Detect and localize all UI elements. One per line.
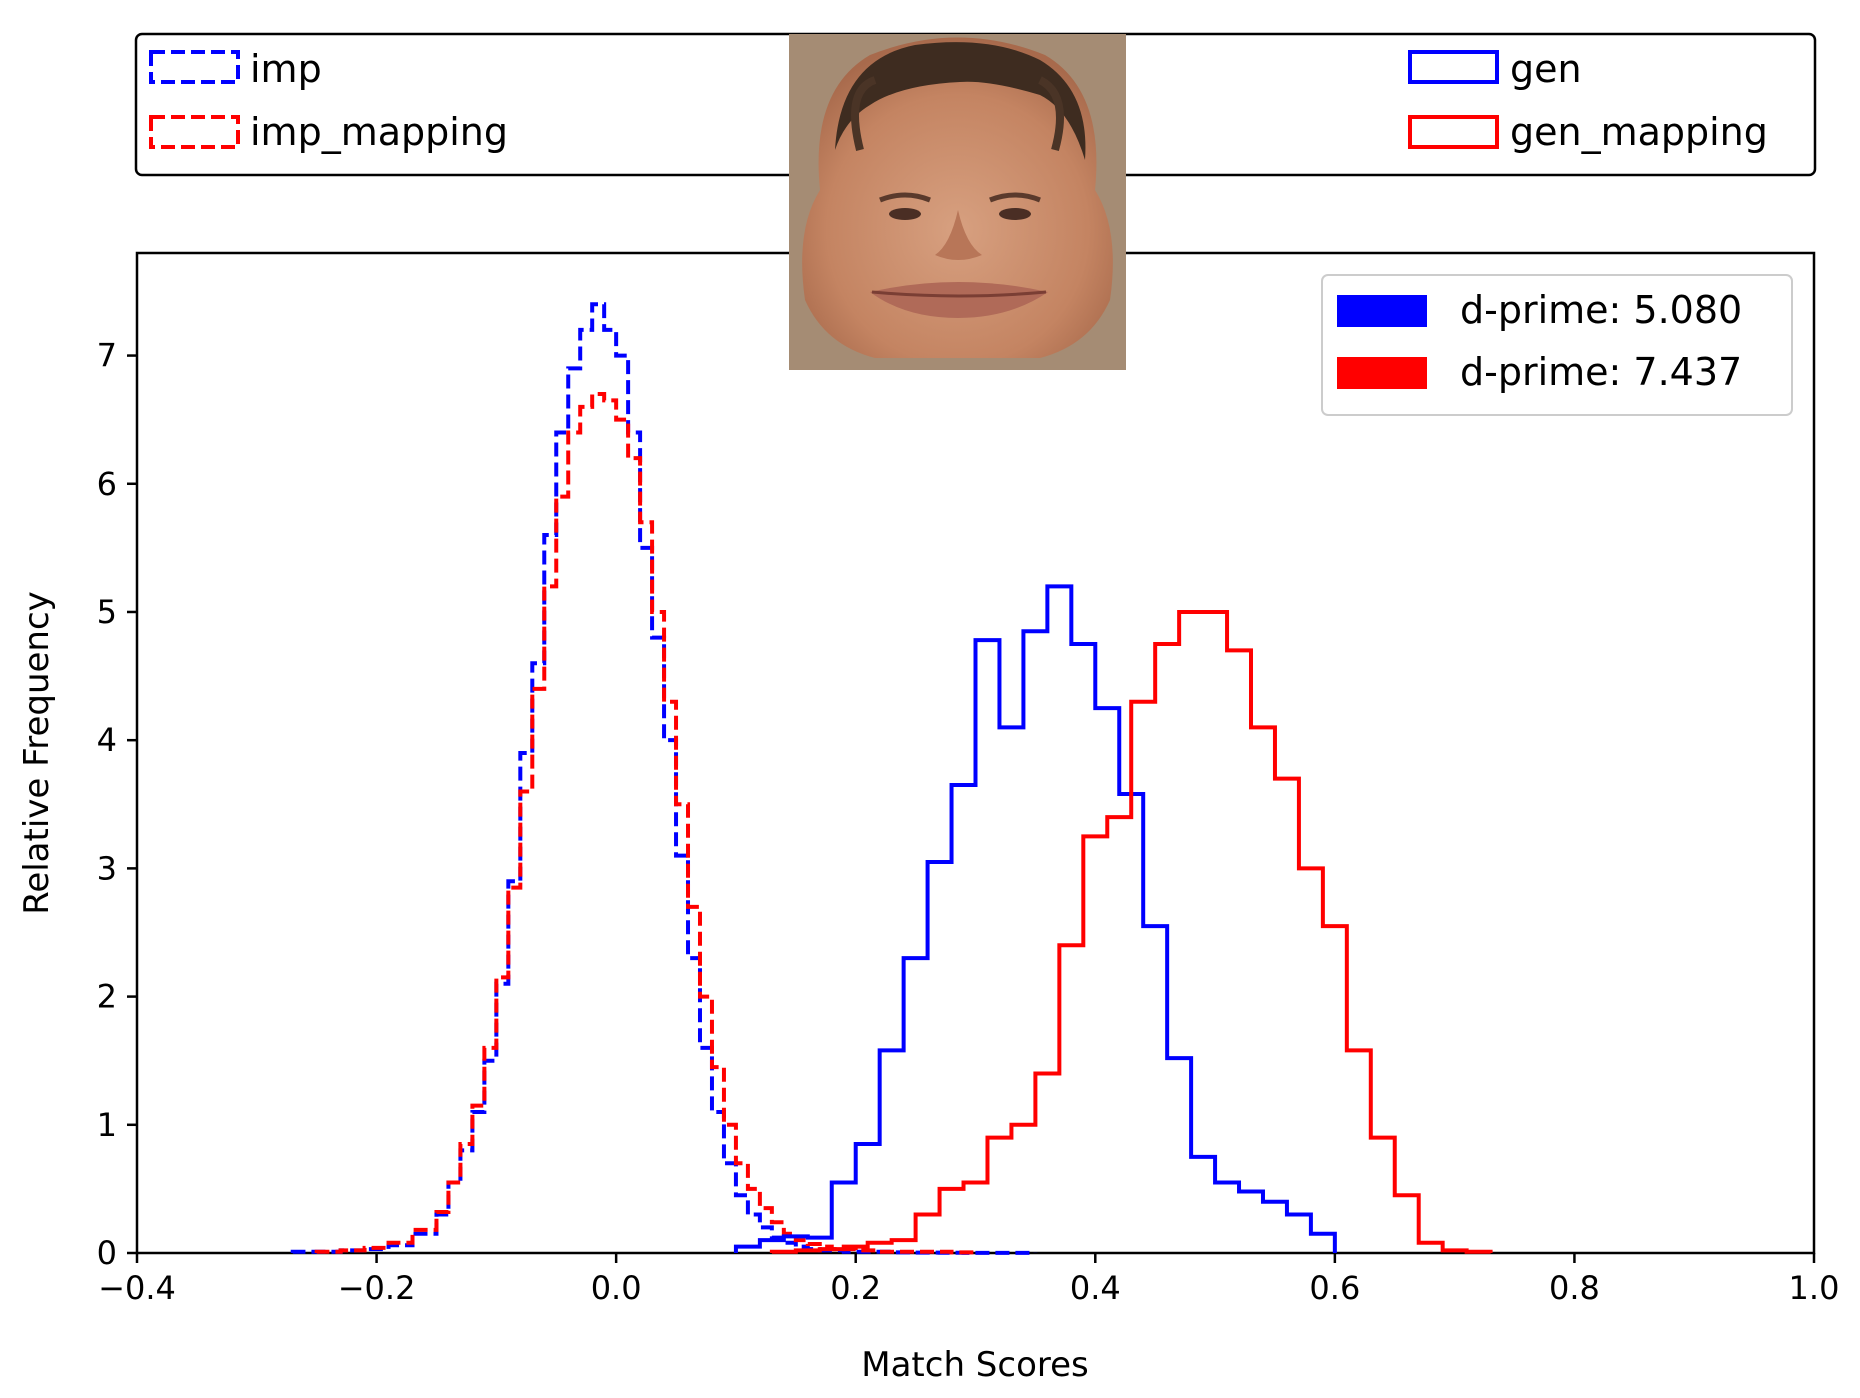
legend-label-gen: gen [1510,47,1582,91]
legend-label-gen-mapping: gen_mapping [1510,110,1768,154]
y-tick-label: 5 [97,593,117,631]
y-tick-label: 7 [97,337,117,375]
y-tick-label: 3 [97,849,117,887]
x-axis-label: Match Scores [861,1345,1089,1385]
series-gen-mapping [769,609,1493,1254]
y-tick-label: 1 [97,1106,117,1144]
x-tick-label: 0.8 [1549,1269,1600,1307]
legend-label-imp: imp [250,47,322,91]
legend-swatch-gen [1408,50,1499,84]
y-axis-label: Relative Frequency [17,591,57,915]
legend-swatch-gen-mapping [1408,115,1499,149]
y-tick-label: 6 [97,465,117,503]
x-ticks: −0.4 −0.2 0.0 0.2 0.4 0.6 0.8 1.0 [98,1253,1839,1307]
series-layer [290,302,1493,1255]
x-tick-label: 0.6 [1309,1269,1360,1307]
x-tick-label: 0.0 [591,1269,642,1307]
y-tick-label: 2 [97,978,117,1016]
dprime-swatch-blue [1337,295,1427,327]
y-tick-label: 4 [97,721,117,759]
x-tick-label: 1.0 [1789,1269,1840,1307]
series-imp-mapping [314,392,978,1255]
series-imp [290,302,1038,1255]
face-photo-icon [789,34,1126,370]
legend-dprime: d-prime: 5.080 d-prime: 7.437 [1321,274,1793,416]
x-tick-label: −0.2 [338,1269,416,1307]
dprime-label-gen: d-prime: 5.080 [1460,288,1742,332]
dprime-label-gen-mapping: d-prime: 7.437 [1460,350,1742,394]
dprime-swatch-red [1337,357,1427,389]
x-tick-label: −0.4 [98,1269,176,1307]
y-ticks: 0 1 2 3 4 5 6 7 [97,337,137,1272]
x-tick-label: 0.4 [1070,1269,1121,1307]
legend-dprime-frame [1321,274,1793,416]
series-gen [733,584,1337,1253]
legend-label-imp-mapping: imp_mapping [250,110,508,154]
x-tick-label: 0.2 [830,1269,881,1307]
legend-swatch-imp-mapping [149,115,240,149]
legend-swatch-imp [149,50,240,84]
y-tick-label: 0 [97,1234,117,1272]
